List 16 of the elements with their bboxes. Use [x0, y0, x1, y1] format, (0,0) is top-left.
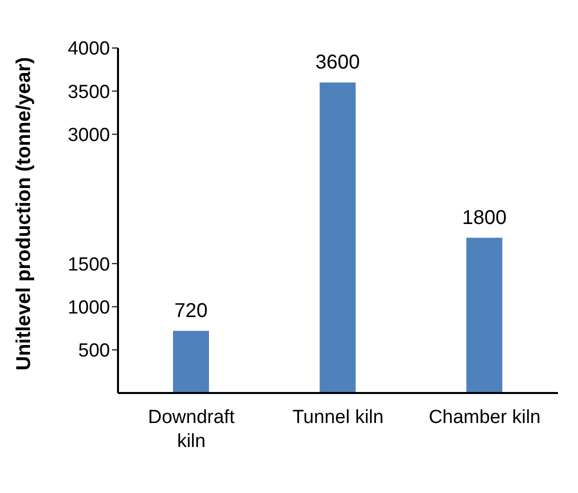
y-tick-label: 4000 [68, 38, 110, 60]
y-tick-label: 3500 [68, 82, 110, 103]
y-axis-title: Unitlevel production (tonne/year) [13, 57, 36, 370]
x-tick-label: Tunnel kiln [292, 407, 384, 428]
x-tick-label: Downdraft kiln [148, 407, 236, 452]
bar [466, 238, 502, 393]
y-tick-label: 500 [78, 340, 110, 362]
bar [320, 82, 356, 393]
y-tick-label: 3000 [68, 124, 110, 146]
y-tick-label: 1500 [68, 254, 110, 276]
data-label: 3600 [315, 52, 360, 74]
y-tick-label: 1000 [68, 297, 110, 318]
data-label: 720 [174, 300, 208, 322]
bar [173, 330, 209, 393]
data-label: 1800 [462, 206, 507, 229]
x-tick-label: Chamber kiln [428, 407, 541, 428]
